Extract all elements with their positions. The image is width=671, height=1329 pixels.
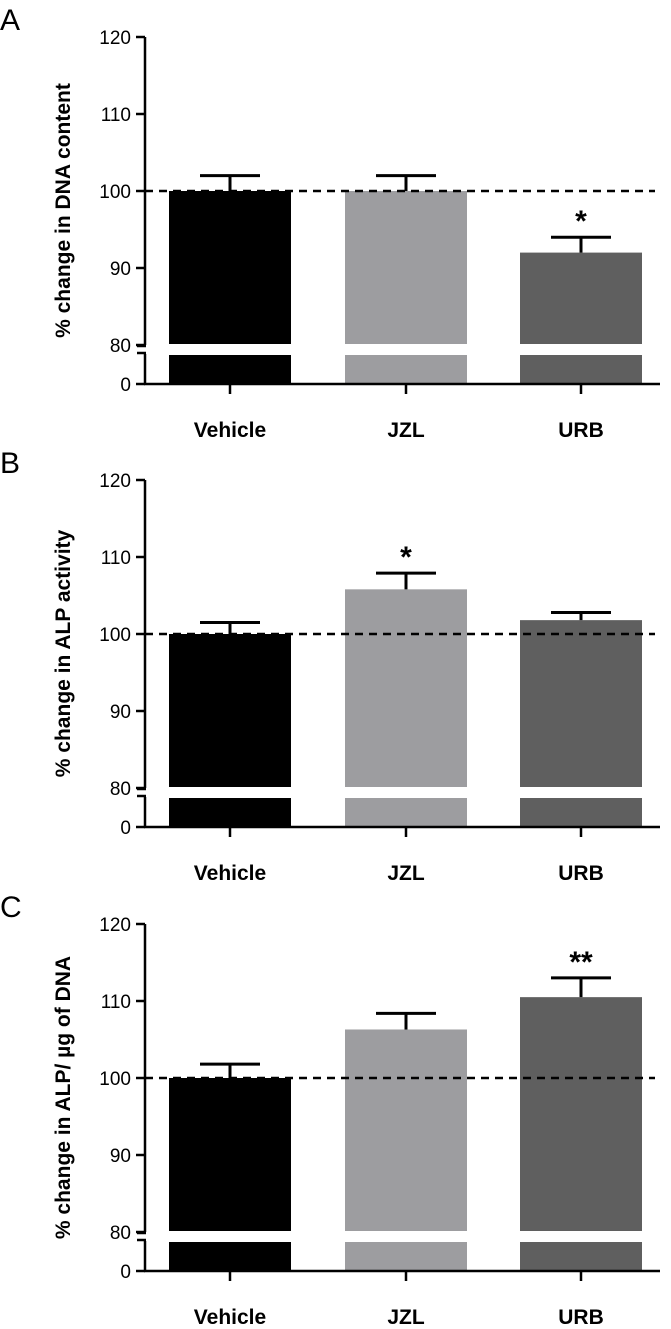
bar-urb: [520, 997, 642, 1271]
y-axis-label: % change in ALP/ µg of DNA: [52, 956, 75, 1239]
axis-break-gap: [139, 1231, 654, 1242]
y-axis-label: % change in ALP activity: [52, 529, 75, 777]
x-category-label: Vehicle: [194, 419, 266, 442]
y-tick-label: 90: [110, 259, 131, 280]
y-tick-label: 100: [99, 625, 131, 646]
y-axis-label: % change in DNA content: [52, 83, 75, 338]
y-tick-label: 100: [99, 1069, 131, 1090]
y-tick-label-zero: 0: [120, 1262, 131, 1283]
y-tick-label: 80: [110, 779, 131, 800]
panel-label: A: [0, 4, 20, 37]
significance-marker: *: [575, 205, 587, 238]
bar-vehicle: [169, 1078, 291, 1271]
y-tick-label: 110: [101, 548, 131, 569]
bar-jzl: [345, 191, 467, 384]
x-category-label: URB: [558, 862, 604, 885]
y-tick-label: 90: [110, 1146, 131, 1167]
y-tick-label-zero: 0: [120, 375, 131, 396]
chart-panel-c: C % change in ALP/ µg of DNA ** 80 90 100 110 1…: [0, 891, 660, 1329]
y-tick-label: 110: [101, 992, 131, 1013]
bar-vehicle: [169, 634, 291, 827]
y-tick-label: 90: [110, 702, 131, 723]
x-category-label: URB: [558, 419, 604, 442]
y-tick-label: 120: [99, 28, 131, 49]
x-category-label: JZL: [387, 1306, 425, 1329]
significance-marker: **: [569, 946, 593, 979]
y-tick-label: 120: [99, 471, 131, 492]
y-tick-label: 80: [110, 336, 131, 357]
x-category-label: JZL: [387, 862, 425, 885]
y-tick-label-zero: 0: [120, 818, 131, 839]
panel-label: B: [0, 447, 20, 480]
y-tick-label: 100: [99, 182, 131, 203]
bar-jzl: [345, 1029, 467, 1271]
significance-marker: *: [400, 541, 412, 574]
x-category-label: URB: [558, 1306, 604, 1329]
panel-label: C: [0, 891, 22, 924]
bar-urb: [520, 252, 642, 384]
y-tick-label: 110: [101, 105, 131, 126]
bar-vehicle: [169, 191, 291, 384]
chart-panel-a: A % change in DNA content * 80 90 100 110 120 0 V…: [0, 4, 660, 442]
x-category-label: Vehicle: [194, 862, 266, 885]
chart-panel-b: B % change in ALP activity * 80 90 100 110 120 0…: [0, 447, 660, 885]
y-tick-label: 80: [110, 1223, 131, 1244]
x-category-label: JZL: [387, 419, 425, 442]
axis-break-gap: [139, 787, 654, 798]
x-category-label: Vehicle: [194, 1306, 266, 1329]
axis-break-gap: [139, 344, 654, 355]
y-tick-label: 120: [99, 915, 131, 936]
